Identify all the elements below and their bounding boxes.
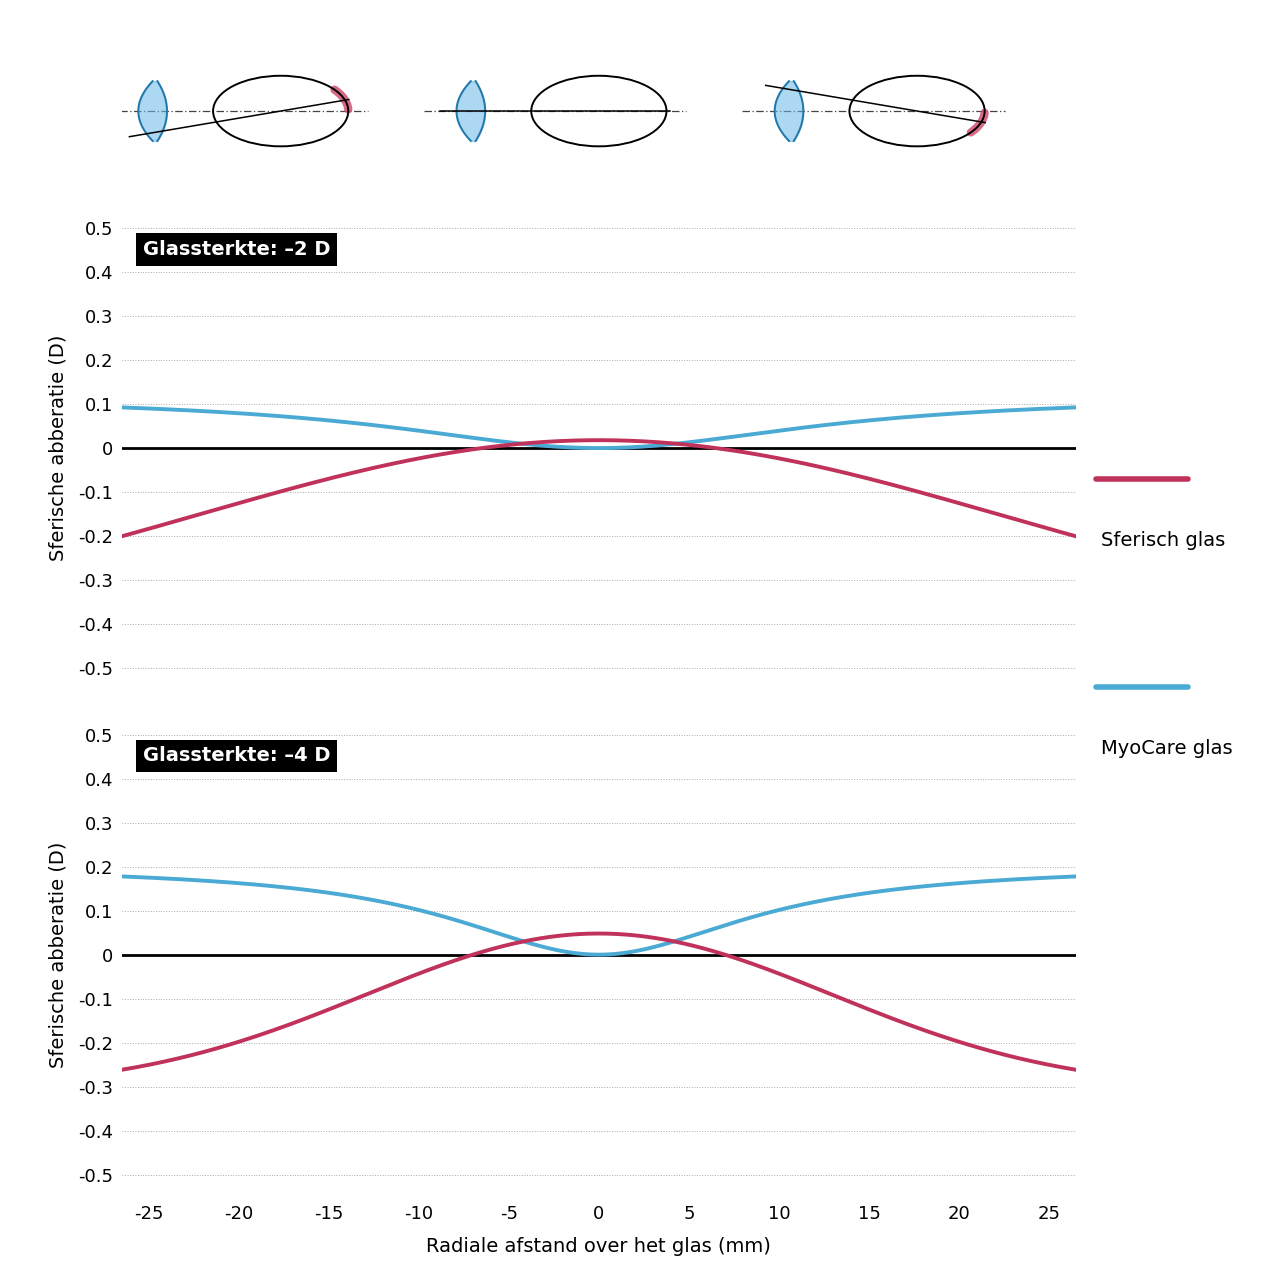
Text: MyoCare glas: MyoCare glas	[1101, 740, 1233, 758]
Text: Glassterkte: –4 D: Glassterkte: –4 D	[142, 746, 330, 765]
Text: Glassterkte: –2 D: Glassterkte: –2 D	[142, 239, 330, 259]
Text: Sferisch glas: Sferisch glas	[1101, 531, 1225, 549]
X-axis label: Radiale afstand over het glas (mm): Radiale afstand over het glas (mm)	[426, 1236, 772, 1256]
Y-axis label: Sferische abberatie (D): Sferische abberatie (D)	[49, 841, 67, 1068]
Y-axis label: Sferische abberatie (D): Sferische abberatie (D)	[49, 335, 67, 562]
